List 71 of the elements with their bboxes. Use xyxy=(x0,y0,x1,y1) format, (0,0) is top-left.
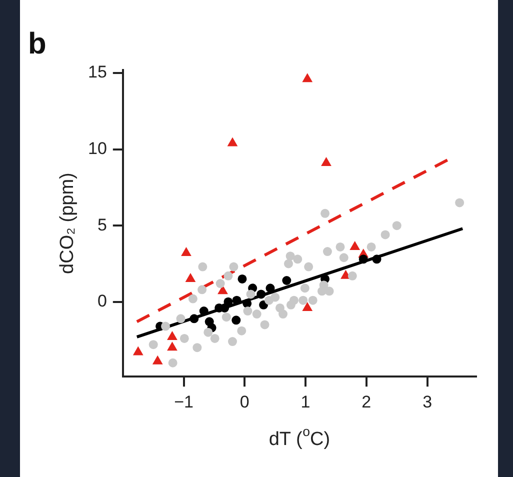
point xyxy=(266,284,275,293)
y-tick-label: 5 xyxy=(97,215,107,234)
point xyxy=(204,328,213,337)
y-tick-label: 0 xyxy=(97,292,107,311)
point xyxy=(358,254,368,264)
chart-title: b xyxy=(28,27,46,60)
point xyxy=(282,276,292,285)
point xyxy=(242,298,252,308)
x-tick-label: 2 xyxy=(362,392,372,412)
point xyxy=(339,253,348,262)
point xyxy=(168,358,178,368)
y-axis-title: dCO₂ (ppm) xyxy=(57,172,78,274)
point xyxy=(286,252,295,261)
point xyxy=(180,334,189,343)
point xyxy=(304,262,314,272)
point xyxy=(222,312,231,322)
point xyxy=(176,314,186,324)
point xyxy=(350,240,360,250)
point xyxy=(224,271,233,280)
point xyxy=(260,320,270,330)
point xyxy=(218,285,228,294)
point xyxy=(243,306,252,316)
point xyxy=(366,242,376,252)
point xyxy=(317,286,326,296)
point xyxy=(227,137,238,146)
point xyxy=(286,300,296,310)
point xyxy=(229,262,238,272)
point xyxy=(198,262,208,272)
point xyxy=(210,334,220,343)
point xyxy=(320,208,330,218)
point xyxy=(181,247,192,256)
point xyxy=(293,254,302,264)
point xyxy=(380,230,390,240)
point xyxy=(321,157,332,166)
point xyxy=(324,286,334,296)
point xyxy=(224,297,233,306)
point xyxy=(284,259,293,268)
point xyxy=(455,198,464,208)
point xyxy=(302,73,313,82)
point xyxy=(298,296,308,305)
point xyxy=(148,340,158,350)
point xyxy=(348,271,357,280)
point xyxy=(161,322,170,331)
point xyxy=(256,290,266,299)
point xyxy=(216,279,225,288)
point xyxy=(308,296,318,305)
point xyxy=(228,337,237,346)
point xyxy=(167,342,178,351)
point xyxy=(190,314,199,324)
point xyxy=(392,221,402,230)
point xyxy=(188,294,198,304)
point xyxy=(232,316,241,325)
point xyxy=(300,284,310,293)
point xyxy=(198,285,207,294)
point xyxy=(372,254,382,264)
point xyxy=(246,290,256,299)
x-tick-label: 0 xyxy=(240,392,250,412)
point xyxy=(278,310,288,319)
x-tick-label: 1 xyxy=(300,392,310,412)
point xyxy=(238,274,247,284)
point xyxy=(322,247,332,256)
point xyxy=(252,310,262,319)
y-tick-label: 15 xyxy=(88,62,107,82)
point xyxy=(237,326,246,336)
point xyxy=(192,343,202,352)
x-tick-label: −1 xyxy=(174,392,194,412)
point xyxy=(336,242,345,252)
y-tick-label: 10 xyxy=(88,139,107,158)
point xyxy=(270,292,280,302)
point xyxy=(232,296,242,305)
x-tick-label: 3 xyxy=(422,392,432,412)
